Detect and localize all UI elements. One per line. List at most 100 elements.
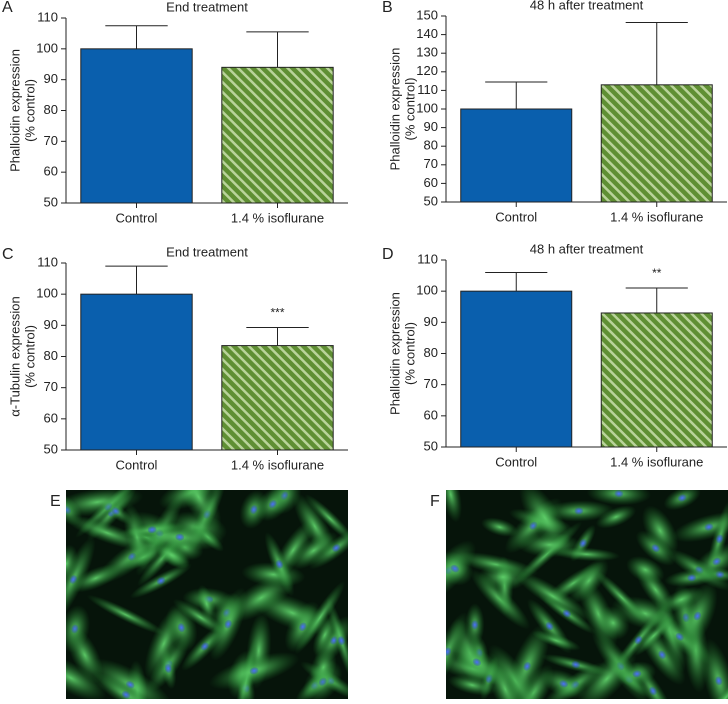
y-tick-label: 80	[424, 345, 438, 360]
y-tick-label: 70	[424, 156, 438, 171]
cell	[66, 626, 104, 684]
y-tick-label: 50	[424, 438, 438, 453]
bar	[460, 290, 573, 448]
cell	[593, 570, 650, 625]
y-tick-label: 150	[416, 7, 438, 22]
nucleus	[156, 577, 166, 585]
y-tick-label: 100	[36, 40, 58, 55]
error-bar	[625, 22, 688, 85]
cell	[693, 662, 728, 699]
significance: ***	[270, 306, 284, 320]
nucleus	[275, 559, 284, 569]
nucleus	[693, 611, 702, 621]
cell	[86, 594, 166, 635]
y-tick-label: 70	[44, 379, 58, 394]
nucleus	[687, 574, 697, 582]
cell	[552, 547, 621, 562]
bar	[221, 66, 334, 204]
nucleus	[472, 658, 482, 667]
cell	[289, 531, 338, 570]
x-tick-label: 1.4 % isoflurane	[231, 457, 324, 472]
error-bar	[625, 287, 688, 313]
y-tick-label: 60	[44, 410, 58, 425]
y-tick-label: 100	[416, 100, 438, 115]
y-tick-label: 100	[36, 286, 58, 301]
panel-label: D	[382, 246, 394, 263]
chart-title: 48 h after treatment	[530, 241, 644, 256]
bar	[221, 345, 334, 451]
bar	[600, 84, 713, 203]
x-tick-label: Control	[495, 209, 537, 224]
nucleus	[177, 623, 185, 633]
y-tick-label: 70	[424, 376, 438, 391]
error-bar	[246, 327, 309, 346]
error-bar	[105, 265, 168, 295]
y-axis-label: (% control)	[402, 78, 417, 141]
nucleus	[571, 661, 581, 669]
error-bar	[485, 271, 548, 292]
x-tick-label: 1.4 % isoflurane	[231, 210, 324, 225]
nucleus	[175, 533, 185, 541]
x-tick-label: 1.4 % isoflurane	[610, 454, 703, 469]
nucleus	[614, 490, 624, 498]
y-tick-label: 110	[37, 9, 58, 24]
y-tick-label: 70	[44, 133, 58, 148]
y-axis-label: Phalloidin expression	[7, 49, 22, 172]
panel-label: F	[430, 493, 440, 510]
bar	[600, 312, 713, 448]
nucleus	[523, 661, 531, 671]
y-tick-label: 100	[416, 283, 438, 298]
nucleus	[332, 544, 341, 552]
y-tick-label: 110	[417, 82, 438, 97]
panel-label: A	[2, 0, 13, 16]
cell	[66, 544, 79, 583]
nucleus	[147, 526, 157, 534]
nucleus	[715, 534, 724, 544]
y-tick-label: 110	[37, 254, 58, 269]
nucleus	[200, 642, 209, 651]
x-tick-label: 1.4 % isoflurane	[610, 209, 703, 224]
y-tick-label: 90	[44, 71, 58, 86]
chart-title: 48 h after treatment	[530, 0, 644, 12]
nucleus	[337, 636, 345, 646]
y-tick-label: 130	[416, 45, 438, 60]
nucleus	[574, 507, 584, 515]
cell	[66, 490, 144, 517]
y-tick-label: 110	[417, 251, 438, 266]
error-bar	[246, 31, 309, 68]
cell	[294, 580, 346, 655]
cell	[304, 494, 348, 544]
nucleus	[712, 557, 721, 566]
y-tick-label: 50	[44, 194, 58, 209]
nucleus	[559, 680, 569, 688]
nucleus	[632, 670, 642, 678]
y-tick-label: 120	[416, 63, 438, 78]
cell	[569, 558, 609, 603]
y-tick-label: 90	[424, 119, 438, 134]
y-tick-label: 140	[416, 26, 438, 41]
micrograph	[66, 490, 348, 699]
cell	[66, 654, 107, 699]
nucleus	[250, 505, 258, 514]
nucleus	[249, 667, 259, 675]
cell	[446, 490, 462, 523]
cell	[641, 505, 679, 556]
x-tick-label: Control	[116, 457, 158, 472]
bar	[80, 293, 193, 451]
cell	[478, 563, 528, 591]
cell	[595, 505, 637, 529]
chart-title: End treatment	[166, 0, 248, 14]
y-tick-label: 80	[424, 138, 438, 153]
cell	[596, 606, 630, 640]
y-tick-label: 80	[44, 102, 58, 117]
nucleus	[649, 686, 657, 696]
bar	[80, 48, 193, 204]
significance: **	[652, 266, 662, 280]
micrograph	[446, 490, 728, 699]
y-tick-label: 90	[424, 314, 438, 329]
chart-title: End treatment	[166, 244, 248, 259]
y-axis-label: Phalloidin expression	[387, 292, 402, 415]
nucleus	[704, 523, 714, 531]
y-axis-label: α-Tubulin expression	[7, 296, 22, 416]
nucleus	[224, 619, 232, 629]
